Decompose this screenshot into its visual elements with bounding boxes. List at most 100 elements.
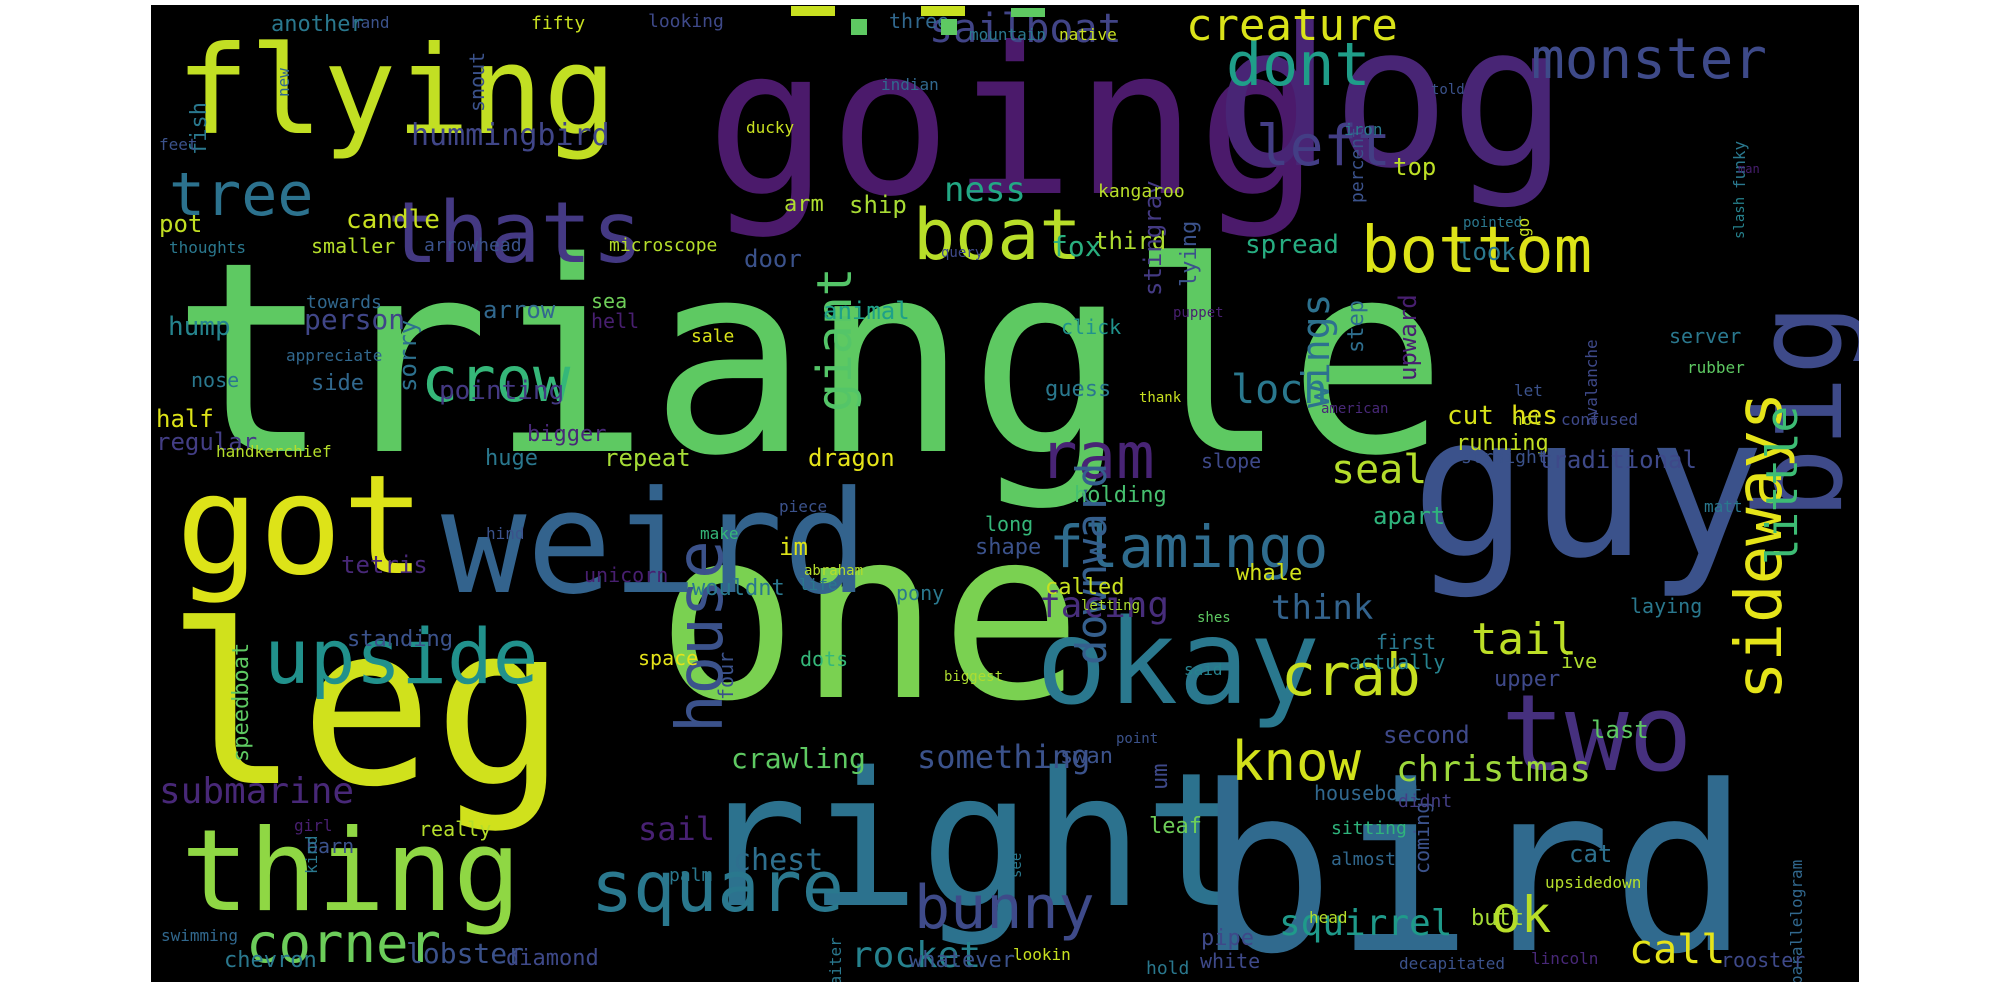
- word-hand: hand: [351, 13, 390, 32]
- word-let: let: [1514, 381, 1543, 400]
- word-lincoln: lincoln: [1531, 949, 1598, 968]
- word-right: right: [696, 732, 1256, 949]
- word-coming: coming: [1410, 802, 1434, 874]
- word-hind: hind: [486, 524, 525, 543]
- word-thats: thats: [387, 184, 643, 283]
- word-ness: ness: [944, 170, 1026, 210]
- word-okay: okay: [1036, 593, 1320, 731]
- word-swimming: swimming: [161, 926, 238, 945]
- word-arrowhead: arrowhead: [424, 235, 522, 256]
- word-native: native: [1059, 25, 1117, 44]
- word-palm: palm: [669, 865, 712, 886]
- word-second: second: [1383, 721, 1470, 749]
- word-butt: butt: [1471, 906, 1524, 931]
- word-think: think: [1271, 588, 1373, 628]
- word-slash: slash: [1732, 197, 1748, 239]
- word-click: click: [1061, 315, 1121, 339]
- word-person: person: [304, 303, 405, 336]
- word-downward: downward: [1067, 463, 1116, 665]
- word-pointing: pointing: [439, 376, 564, 406]
- word-square: square: [591, 846, 844, 928]
- word-feet: feet: [159, 135, 198, 154]
- word-bunny: bunny: [914, 873, 1095, 943]
- word-top: top: [1393, 153, 1436, 181]
- word-told: told: [1431, 82, 1465, 98]
- word-pipe: pipe: [1201, 926, 1254, 951]
- clipped-glyph-fragment: [1011, 8, 1045, 17]
- word-giant: giant: [807, 268, 863, 413]
- word-houseboat: houseboat: [1314, 781, 1422, 805]
- word-whale: whale: [1236, 561, 1302, 586]
- word-barn: barn: [306, 834, 354, 858]
- word-nose: nose: [191, 368, 239, 392]
- word-cloud: triangle going dog one right bird guy leg flying…: [151, 5, 1859, 982]
- word-go: go: [1514, 218, 1533, 237]
- word-avalanche: avalanche: [1582, 339, 1601, 426]
- word-dots: dots: [800, 647, 848, 671]
- word-bird: bird: [1196, 738, 1750, 982]
- word-really: really: [419, 817, 491, 841]
- word-sideways: sideways: [1723, 392, 1797, 700]
- word-wings: wings: [1294, 294, 1338, 408]
- word-guy: guy: [1411, 374, 1765, 602]
- word-diamond: diamond: [506, 946, 599, 971]
- word-dog: dog: [1214, 5, 1568, 212]
- word-new: new: [274, 68, 293, 97]
- word-crow: crow: [421, 343, 571, 416]
- word-house: house: [664, 540, 738, 733]
- word-american: american: [1321, 401, 1388, 417]
- word-server: server: [1669, 324, 1741, 348]
- word-triangle: triangle: [171, 206, 1447, 514]
- word-upward: upward: [1394, 294, 1422, 381]
- word-head: head: [1309, 908, 1348, 927]
- clipped-glyph-fragment: [791, 6, 835, 16]
- word-upside: upside: [264, 612, 539, 701]
- word-first: first: [1376, 630, 1436, 654]
- word-life: life: [799, 575, 838, 594]
- word-speedboat: speedboat: [229, 643, 254, 762]
- word-iron: iron: [1344, 120, 1383, 139]
- word-something: something: [917, 738, 1090, 776]
- word-tail: tail: [1471, 614, 1577, 665]
- word-rubber: rubber: [1687, 358, 1745, 377]
- word-kind: kind: [302, 835, 321, 874]
- word-mountain: mountain: [969, 25, 1046, 44]
- word-hump: hump: [168, 312, 231, 342]
- word-point: point: [1116, 731, 1158, 747]
- word-bottom: bottom: [1361, 214, 1592, 288]
- word-flying: flying: [176, 20, 617, 162]
- word-hold: hold: [1146, 958, 1189, 979]
- word-spread: spread: [1245, 230, 1339, 260]
- word-swan: swan: [1060, 744, 1113, 769]
- word-cut: cut: [1447, 401, 1494, 431]
- word-going: going: [706, 5, 1320, 242]
- word-handkerchief: handkerchief: [216, 442, 332, 461]
- word-percent: percent: [1347, 127, 1368, 203]
- word-sorry: sorry: [394, 320, 422, 392]
- word-rooster: rooster: [1721, 948, 1805, 972]
- word-laying: laying: [1630, 594, 1702, 618]
- word-running: running: [1456, 431, 1549, 456]
- word-parallelogram: parallelogram: [1787, 860, 1806, 982]
- word-flamingo: flamingo: [1049, 513, 1328, 581]
- word-pony: pony: [896, 581, 944, 605]
- word-seal: seal: [1331, 447, 1427, 493]
- word-snout: snout: [465, 52, 489, 112]
- word-query: query: [941, 245, 983, 261]
- word-pot: pot: [159, 210, 202, 238]
- word-straight: straight: [1461, 447, 1548, 468]
- word-um: um: [1148, 764, 1173, 791]
- word-fox: fox: [1051, 230, 1102, 263]
- word-rocket: rocket: [851, 935, 981, 976]
- word-funky: funky: [1730, 140, 1749, 189]
- word-dragon: dragon: [808, 444, 895, 472]
- word-ive: ive: [1561, 649, 1597, 673]
- word-arrow: arrow: [483, 296, 556, 324]
- word-thing: thing: [181, 805, 521, 937]
- word-crawling: crawling: [731, 742, 866, 775]
- word-called: called: [1045, 575, 1124, 600]
- word-upper: upper: [1494, 667, 1560, 692]
- word-one: one: [656, 478, 1082, 753]
- clipped-glyph-fragment: [921, 6, 965, 16]
- word-thoughts: thoughts: [169, 238, 246, 257]
